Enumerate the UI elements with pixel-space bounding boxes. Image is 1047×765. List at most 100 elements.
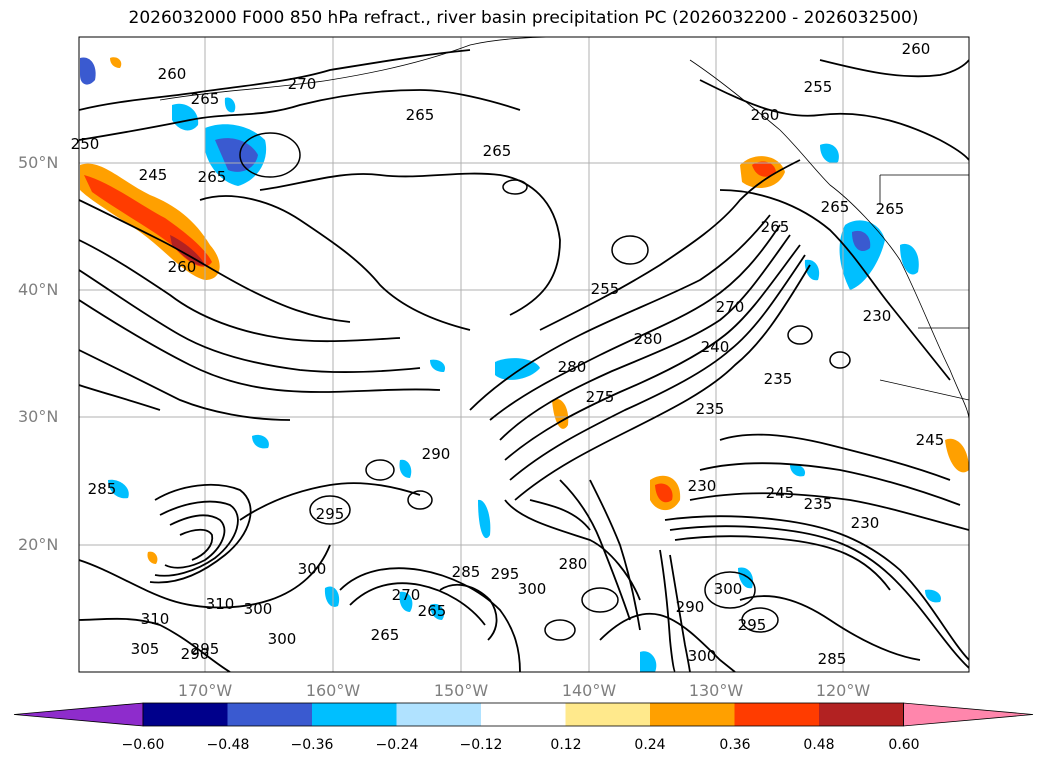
contour-label: 265 <box>370 626 400 644</box>
map-border <box>78 36 970 673</box>
colorbar-segment <box>143 703 228 726</box>
lon-label-140w: 140°W <box>561 681 617 700</box>
contour-label: 250 <box>70 135 100 153</box>
contour-label: 270 <box>715 298 745 316</box>
lon-label-120w: 120°W <box>815 681 871 700</box>
precip-anomaly-negative <box>430 359 446 372</box>
contour-label: 235 <box>695 400 725 418</box>
contour-label: 300 <box>243 600 273 618</box>
colorbar-segment <box>396 703 482 726</box>
lat-label-30n: 30°N <box>18 407 59 426</box>
colorbar-segment <box>650 703 735 726</box>
colorbar-tick: −0.60 <box>121 737 165 753</box>
contour-label: 260 <box>167 258 197 276</box>
colorbar-tick: 0.36 <box>719 737 751 753</box>
colorbar-tick: 0.12 <box>550 737 582 753</box>
contour-label: 265 <box>482 142 512 160</box>
colorbar-segment <box>734 703 820 726</box>
colorbar-segment <box>565 703 651 726</box>
colorbar <box>13 702 1034 727</box>
contour-label: 310 <box>205 595 235 613</box>
precip-anomaly-negative <box>839 220 885 290</box>
precip-anomaly-negative <box>430 603 445 620</box>
lon-label-130w: 130°W <box>688 681 744 700</box>
contour-label: 280 <box>557 358 587 376</box>
contour-label: 280 <box>558 555 588 573</box>
colorbar-tick: −0.12 <box>459 737 503 753</box>
precip-anomaly-negative <box>820 143 839 164</box>
precip-anomaly-negative <box>108 479 129 499</box>
colorbar-segment <box>227 703 313 726</box>
coastlines <box>159 37 969 421</box>
refractivity-contours <box>79 49 969 672</box>
precip-anomaly-negative <box>252 434 269 449</box>
precip-anomaly-negative <box>640 651 657 672</box>
precip-anomaly-negative <box>399 591 413 612</box>
contour-label: 285 <box>451 563 481 581</box>
contour-label: 295 <box>315 505 345 523</box>
contour-label: 270 <box>287 75 317 93</box>
contour-label: 290 <box>180 645 210 663</box>
lat-label-50n: 50°N <box>18 153 59 172</box>
contour-label: 265 <box>190 90 220 108</box>
contour-label: 285 <box>817 650 847 668</box>
contour-label: 290 <box>675 598 705 616</box>
colorbar-tick: 0.60 <box>888 737 920 753</box>
contour-label: 300 <box>267 630 297 648</box>
contour-label: 310 <box>140 610 170 628</box>
contour-label: 265 <box>875 200 905 218</box>
contour-label: 260 <box>750 106 780 124</box>
precip-anomaly-negative <box>925 589 941 603</box>
precip-anomaly-negative <box>738 567 754 589</box>
lon-label-160w: 160°W <box>305 681 361 700</box>
colorbar-tick: −0.24 <box>375 737 419 753</box>
contour-label: 275 <box>585 388 615 406</box>
lon-label-150w: 150°W <box>433 681 489 700</box>
contour-label: 255 <box>803 78 833 96</box>
contour-label: 230 <box>850 514 880 532</box>
contour-label: 240 <box>700 338 730 356</box>
precip-anomaly-positive <box>552 398 569 429</box>
contour-label: 235 <box>803 495 833 513</box>
lon-label-170w: 170°W <box>177 681 233 700</box>
precip-anomaly-negative <box>900 243 919 275</box>
contour-label: 265 <box>405 106 435 124</box>
precip-anomaly-positive <box>147 551 158 564</box>
contour-label: 300 <box>517 580 547 598</box>
precip-anomaly-positive <box>752 161 776 177</box>
contour-label: 235 <box>763 370 793 388</box>
precip-anomaly-negative <box>172 103 199 131</box>
contour-label: 295 <box>737 616 767 634</box>
contour-label: 265 <box>417 602 447 620</box>
precip-anomaly-negative <box>224 97 236 113</box>
contour-label: 295 <box>490 565 520 583</box>
contour-label: 245 <box>765 484 795 502</box>
precip-anomaly-positive <box>110 57 122 68</box>
colorbar-segment <box>481 703 566 726</box>
colorbar-segment <box>312 703 397 726</box>
refractivity-contours-minor <box>239 132 851 641</box>
colorbar-tick: −0.48 <box>206 737 250 753</box>
colorbar-tick: 0.48 <box>803 737 835 753</box>
map-title: 2026032000 F000 850 hPa refract., river … <box>128 8 919 28</box>
precip-anomaly-positive <box>655 483 673 503</box>
precip-anomaly-positive <box>170 235 205 266</box>
contour-label: 285 <box>87 480 117 498</box>
contour-label: 265 <box>820 198 850 216</box>
colorbar-frame <box>142 702 904 727</box>
contour-label: 245 <box>138 166 168 184</box>
precip-anomaly-negative <box>80 57 96 85</box>
contour-label: 230 <box>687 477 717 495</box>
lat-label-20n: 20°N <box>18 535 59 554</box>
contour-label: 300 <box>687 647 717 665</box>
contour-label: 260 <box>157 65 187 83</box>
contour-label: 300 <box>713 580 743 598</box>
colorbar-segment <box>819 703 904 726</box>
precip-anomaly-negative <box>478 499 491 539</box>
contour-label: 270 <box>391 586 421 604</box>
precip-anomaly-negative <box>804 259 820 281</box>
contour-label: 295 <box>190 640 220 658</box>
contour-label: 290 <box>421 445 451 463</box>
